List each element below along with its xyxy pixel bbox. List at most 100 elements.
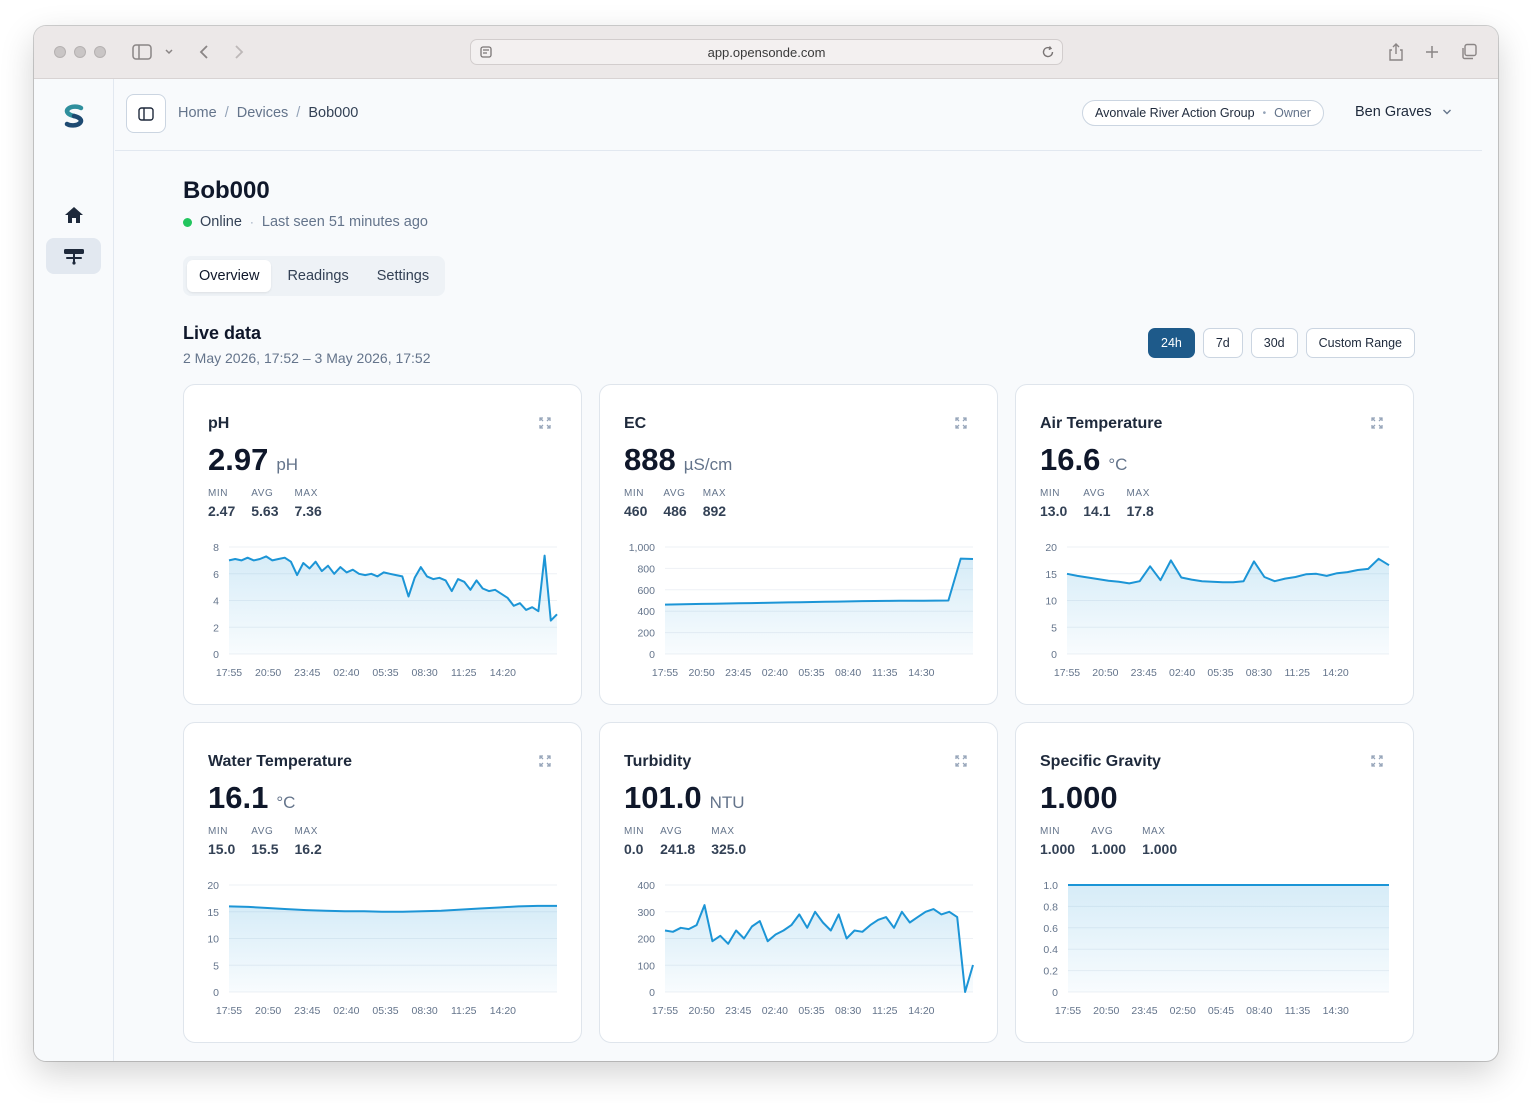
stat-value: 460 <box>624 503 648 519</box>
stat-min: MIN 0.0 <box>624 826 644 857</box>
card-title: Specific Gravity <box>1040 753 1161 770</box>
x-tick-label: 17:55 <box>1055 1005 1081 1017</box>
breadcrumb-home-link[interactable]: Home <box>178 105 217 121</box>
metric-chart[interactable]: 0 5 10 15 20 17:55 20:50 23:45 02:40 05:35 08:30 11… <box>1016 535 1413 685</box>
custom-range-button[interactable]: Custom Range <box>1305 328 1415 358</box>
current-value-number: 1.000 <box>1040 780 1118 815</box>
current-value: 1.000 <box>1040 780 1126 816</box>
x-tick-label: 11:35 <box>872 667 898 679</box>
new-tab-icon[interactable] <box>1422 40 1442 64</box>
reload-icon[interactable] <box>1040 44 1056 63</box>
series-line <box>228 904 557 913</box>
sidebar-home-button[interactable] <box>46 197 101 233</box>
x-tick-label: 14:30 <box>908 667 934 679</box>
x-tick-label: 17:55 <box>652 667 678 679</box>
x-tick-label: 23:45 <box>725 667 751 679</box>
stat-value: 241.8 <box>660 841 696 857</box>
expand-icon[interactable] <box>1371 754 1383 772</box>
tab-overview-icon[interactable] <box>1459 40 1479 64</box>
x-tick-label: 05:35 <box>798 1005 824 1017</box>
range-30d-button[interactable]: 30d <box>1250 328 1298 358</box>
sidebar-devices-button[interactable] <box>46 238 101 274</box>
current-value: 101.0 NTU <box>624 780 745 816</box>
tab-readings[interactable]: Readings <box>287 268 349 284</box>
last-seen-text: Last seen 51 minutes ago <box>261 214 428 230</box>
stat-label: MAX <box>711 826 735 837</box>
current-value: 16.6 °C <box>1040 442 1127 478</box>
metric-chart[interactable]: 0 5 10 15 20 17:55 20:50 23:45 02:40 05:35 08:30 11… <box>184 873 581 1023</box>
stat-label: MIN <box>624 826 645 837</box>
series-area <box>665 558 973 654</box>
minimize-window-button[interactable] <box>74 46 86 58</box>
y-tick-label: 100 <box>637 960 655 972</box>
x-tick-label: 20:50 <box>255 1005 281 1017</box>
chevron-down-icon[interactable] <box>162 40 176 64</box>
current-value-number: 101.0 <box>624 780 702 815</box>
range-7d-button[interactable]: 7d <box>1202 328 1243 358</box>
x-tick-label: 14:20 <box>908 1005 934 1017</box>
x-tick-label: 23:45 <box>294 1005 320 1017</box>
main-area: Home / Devices / Bob000 Avonvale River A… <box>115 79 1482 1061</box>
y-tick-label: 4 <box>213 596 219 608</box>
tab-settings[interactable]: Settings <box>376 268 430 284</box>
status-text: Online <box>200 214 242 230</box>
share-icon[interactable] <box>1386 40 1406 64</box>
close-window-button[interactable] <box>54 46 66 58</box>
x-tick-label: 02:50 <box>1170 1005 1196 1017</box>
metric-card-ph: pH 2.97 pH MIN 2.47 AVG 5.63 MAX 7.36 <box>183 384 582 705</box>
stat-max: MAX 7.36 <box>295 488 322 519</box>
x-tick-label: 05:35 <box>372 1005 398 1017</box>
metric-chart[interactable]: 0 200 400 600 800 1,000 17:55 20:50 23:45 02:40 05… <box>600 535 997 685</box>
sidebar-toggle-icon[interactable] <box>131 40 153 64</box>
forward-arrow-icon[interactable] <box>229 40 249 64</box>
x-tick-label: 14:30 <box>1323 1005 1349 1017</box>
back-arrow-icon[interactable] <box>194 40 214 64</box>
user-menu-button[interactable]: Ben Graves <box>1355 104 1452 120</box>
y-tick-label: 400 <box>637 606 655 618</box>
stat-max: MAX 325.0 <box>711 826 746 857</box>
address-bar[interactable]: app.opensonde.com <box>470 39 1063 65</box>
y-tick-label: 2 <box>213 622 219 634</box>
user-name: Ben Graves <box>1355 104 1432 120</box>
metric-chart[interactable]: 0 0.2 0.4 0.6 0.8 1.0 17:55 20:50 23:45 02:50 05:4… <box>1016 873 1413 1023</box>
stat-min: MIN 460 <box>624 488 647 519</box>
toggle-sidebar-button[interactable] <box>126 94 166 133</box>
stat-value: 1.000 <box>1091 841 1127 857</box>
metric-chart[interactable]: 0 2 4 6 8 17:55 20:50 23:45 02:40 05:35 08:30 11:25… <box>184 535 581 685</box>
stat-label: MIN <box>1040 488 1061 499</box>
x-tick-label: 14:20 <box>1322 667 1348 679</box>
range-24h-button[interactable]: 24h <box>1148 328 1195 358</box>
expand-icon[interactable] <box>955 416 967 434</box>
x-tick-label: 05:35 <box>798 667 824 679</box>
zoom-window-button[interactable] <box>94 46 106 58</box>
opensonde-logo-icon[interactable] <box>61 103 87 134</box>
metric-chart[interactable]: 0 100 200 300 400 17:55 20:50 23:45 02:40 05:35 08… <box>600 873 997 1023</box>
stat-value: 15.0 <box>208 841 236 857</box>
x-tick-label: 05:35 <box>1207 667 1233 679</box>
stat-label: MAX <box>294 488 318 499</box>
stat-label: AVG <box>663 488 686 499</box>
metric-card-turbidity: Turbidity 101.0 NTU MIN 0.0 AVG 241.8 MA… <box>599 722 998 1043</box>
stat-label: AVG <box>251 826 274 837</box>
expand-icon[interactable] <box>1371 416 1383 434</box>
organization-switcher[interactable]: Avonvale River Action Group • Owner <box>1082 100 1324 126</box>
page-menu-icon[interactable] <box>479 45 493 62</box>
stats-row: MIN 460 AVG 486 MAX 892 <box>624 488 726 519</box>
y-tick-label: 600 <box>637 585 655 597</box>
breadcrumb-devices-link[interactable]: Devices <box>236 105 289 121</box>
stat-label: MAX <box>1126 488 1150 499</box>
chevron-down-icon <box>1442 109 1451 115</box>
stat-label: MIN <box>208 488 229 499</box>
y-tick-label: 200 <box>637 628 655 640</box>
stat-value: 2.47 <box>208 503 236 519</box>
y-tick-label: 300 <box>637 907 655 919</box>
card-title: Air Temperature <box>1040 415 1163 432</box>
expand-icon[interactable] <box>539 754 551 772</box>
stat-value: 892 <box>702 503 727 519</box>
tab-overview[interactable]: Overview <box>187 260 272 292</box>
expand-icon[interactable] <box>955 754 967 772</box>
x-tick-label: 02:40 <box>762 1005 788 1017</box>
expand-icon[interactable] <box>539 416 551 434</box>
stats-row: MIN 1.000 AVG 1.000 MAX 1.000 <box>1040 826 1177 857</box>
y-tick-label: 0.4 <box>1043 944 1058 956</box>
